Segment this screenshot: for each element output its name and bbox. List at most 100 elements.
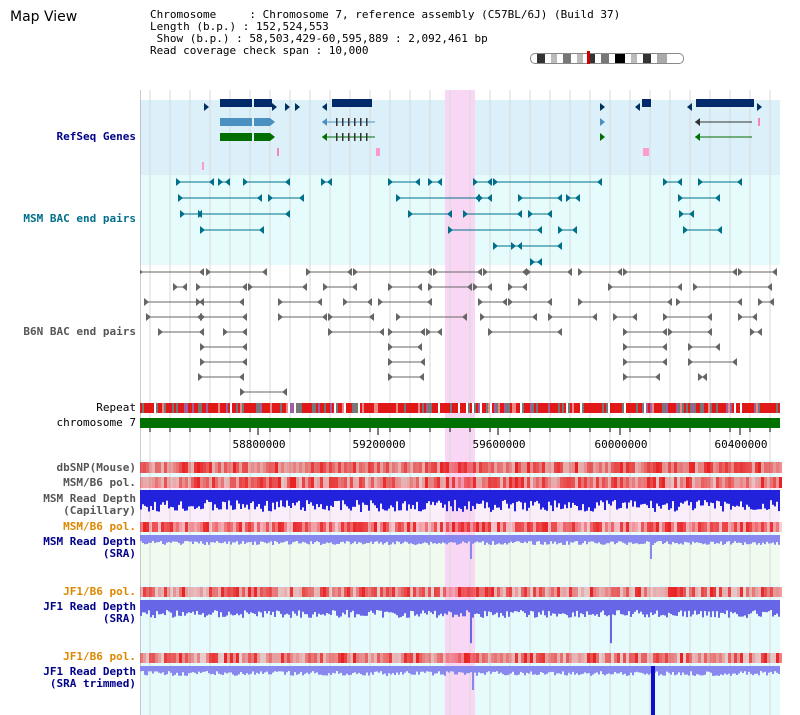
b6n-bac-pair-end — [242, 313, 247, 321]
capillary-depth-bar — [522, 490, 524, 510]
msm-sra-depth-bar — [454, 535, 456, 543]
capillary-depth-bar — [168, 490, 170, 509]
msm-sra-depth-bar — [624, 535, 626, 544]
label-jf1-b6-pol-2[interactable]: JF1/B6 pol. — [63, 650, 136, 663]
jf1-sra-depth-bar — [522, 600, 524, 612]
jf1-pol-strip-2 — [698, 653, 701, 663]
b6n-bac-pair-end — [206, 268, 211, 276]
capillary-depth-bar — [730, 490, 732, 510]
repeat-segment — [264, 403, 266, 413]
jf1-sra-depth-bar — [298, 600, 300, 611]
label-refseq-genes[interactable]: RefSeq Genes — [56, 130, 136, 143]
capillary-depth-bar — [338, 490, 340, 501]
jf1-pol-strip-2 — [467, 653, 470, 663]
msm-sra-depth-bar — [466, 535, 468, 544]
msm-pol-strip — [401, 477, 404, 488]
capillary-depth-bar — [662, 490, 664, 505]
jf1-pol-strip — [158, 587, 161, 597]
chromosome-ideogram[interactable] — [530, 53, 684, 64]
jf1-sra-depth-bar — [558, 600, 560, 614]
capillary-depth-bar — [626, 490, 628, 509]
b6n-bac-pair-end — [433, 268, 438, 276]
jf1-sra-depth-bar — [434, 600, 436, 611]
jf1-sra-depth-bar — [544, 600, 546, 616]
jf1-pol-strip — [518, 587, 521, 597]
msm-pol-strip — [524, 477, 527, 488]
label-msm-depth-sra[interactable]: MSM Read Depth (SRA) — [43, 535, 136, 560]
capillary-depth-bar — [438, 490, 440, 501]
b6n-bac-pair-end — [242, 358, 247, 366]
msm-pol-strip-2 — [449, 522, 452, 532]
msm-bac-pair-end — [597, 178, 602, 186]
jf1-pol-strip-2 — [215, 653, 218, 663]
label-msm-b6-pol-2[interactable]: MSM/B6 pol. — [63, 520, 136, 533]
label-msm-b6-pol-1[interactable]: MSM/B6 pol. — [63, 476, 136, 489]
jf1-sra-depth-bar — [468, 600, 470, 613]
label-chromosome[interactable]: chromosome 7 — [56, 416, 136, 429]
capillary-depth-bar — [548, 490, 550, 502]
b6n-bac-pair-end — [613, 313, 618, 321]
jf1-trim-depth-bar — [602, 666, 604, 675]
dbsnp-strip — [746, 462, 749, 473]
jf1-trim-depth-bar — [142, 666, 144, 671]
msm-sra-depth-bar — [540, 535, 542, 545]
b6n-bac-pair-end — [488, 328, 493, 336]
jf1-trim-depth-bar — [192, 666, 194, 673]
jf1-sra-depth-bar — [394, 600, 396, 614]
capillary-depth-bar — [182, 490, 184, 509]
jf1-pol-strip-2 — [563, 653, 566, 663]
label-b6n-bac[interactable]: B6N BAC end pairs — [23, 325, 136, 338]
msm-pol-strip — [323, 477, 326, 488]
label-jf1-depth-sra[interactable]: JF1 Read Depth (SRA) — [43, 600, 136, 625]
jf1-pol-strip-2 — [317, 653, 320, 663]
b6n-bac-pair-end — [737, 298, 742, 306]
msm-pol-strip — [503, 477, 506, 488]
label-msm-bac[interactable]: MSM BAC end pairs — [23, 212, 136, 225]
jf1-sra-depth-bar — [662, 600, 664, 615]
msm-pol-strip-2 — [356, 522, 359, 532]
jf1-pol-strip — [542, 587, 545, 597]
capillary-depth-bar — [410, 490, 412, 509]
jf1-sra-depth-bar — [292, 600, 294, 612]
jf1-trim-depth-bar — [174, 666, 176, 675]
label-dbsnp[interactable]: dbSNP(Mouse) — [56, 461, 136, 474]
dbsnp-strip — [689, 462, 692, 473]
msm-sra-depth-bar — [458, 535, 460, 545]
jf1-trim-depth-bar — [698, 666, 700, 675]
jf1-trim-depth-bar — [396, 666, 398, 673]
repeat-segment — [670, 403, 672, 413]
msm-pol-strip — [740, 477, 743, 488]
b6n-bac-pair-end — [462, 313, 467, 321]
jf1-pol-strip-2 — [506, 653, 509, 663]
repeat-segment — [332, 403, 334, 413]
b6n-bac-pair-end — [707, 328, 712, 336]
msm-pol-strip — [194, 477, 197, 488]
jf1-sra-depth-bar — [634, 600, 636, 612]
msm-sra-depth-bar — [354, 535, 356, 542]
jf1-trim-depth-bar — [162, 666, 164, 673]
repeat-segment — [340, 403, 342, 413]
msm-sra-depth-bar — [662, 535, 664, 544]
track-plot-area[interactable]: 58800000 59200000 59600000 60000000 60400000 — [140, 90, 800, 715]
dbsnp-strip — [281, 462, 284, 473]
label-jf1-depth-trimmed[interactable]: JF1 Read Depth (SRA trimmed) — [43, 665, 136, 690]
label-repeat[interactable]: Repeat — [96, 401, 136, 414]
jf1-trim-depth-bar — [150, 666, 152, 672]
msm-pol-strip-2 — [398, 522, 401, 532]
capillary-depth-bar — [488, 490, 490, 508]
capillary-depth-bar — [516, 490, 518, 502]
msm-pol-strip — [608, 477, 611, 488]
jf1-trim-depth-bar — [774, 666, 776, 672]
label-jf1-b6-pol-1[interactable]: JF1/B6 pol. — [63, 585, 136, 598]
msm-sra-depth-bar — [266, 535, 268, 544]
msm-sra-depth-bar — [778, 535, 780, 545]
jf1-pol-strip-2 — [680, 653, 683, 663]
msm-sra-depth-bar — [750, 535, 752, 544]
msm-sra-depth-bar — [448, 535, 450, 543]
jf1-sra-depth-bar — [392, 600, 394, 613]
repeat-segment — [532, 403, 534, 413]
msm-pol-strip — [689, 477, 692, 488]
label-msm-depth-capillary[interactable]: MSM Read Depth (Capillary) — [43, 492, 136, 517]
msm-pol-strip-2 — [719, 522, 722, 532]
dbsnp-strip — [431, 462, 434, 473]
